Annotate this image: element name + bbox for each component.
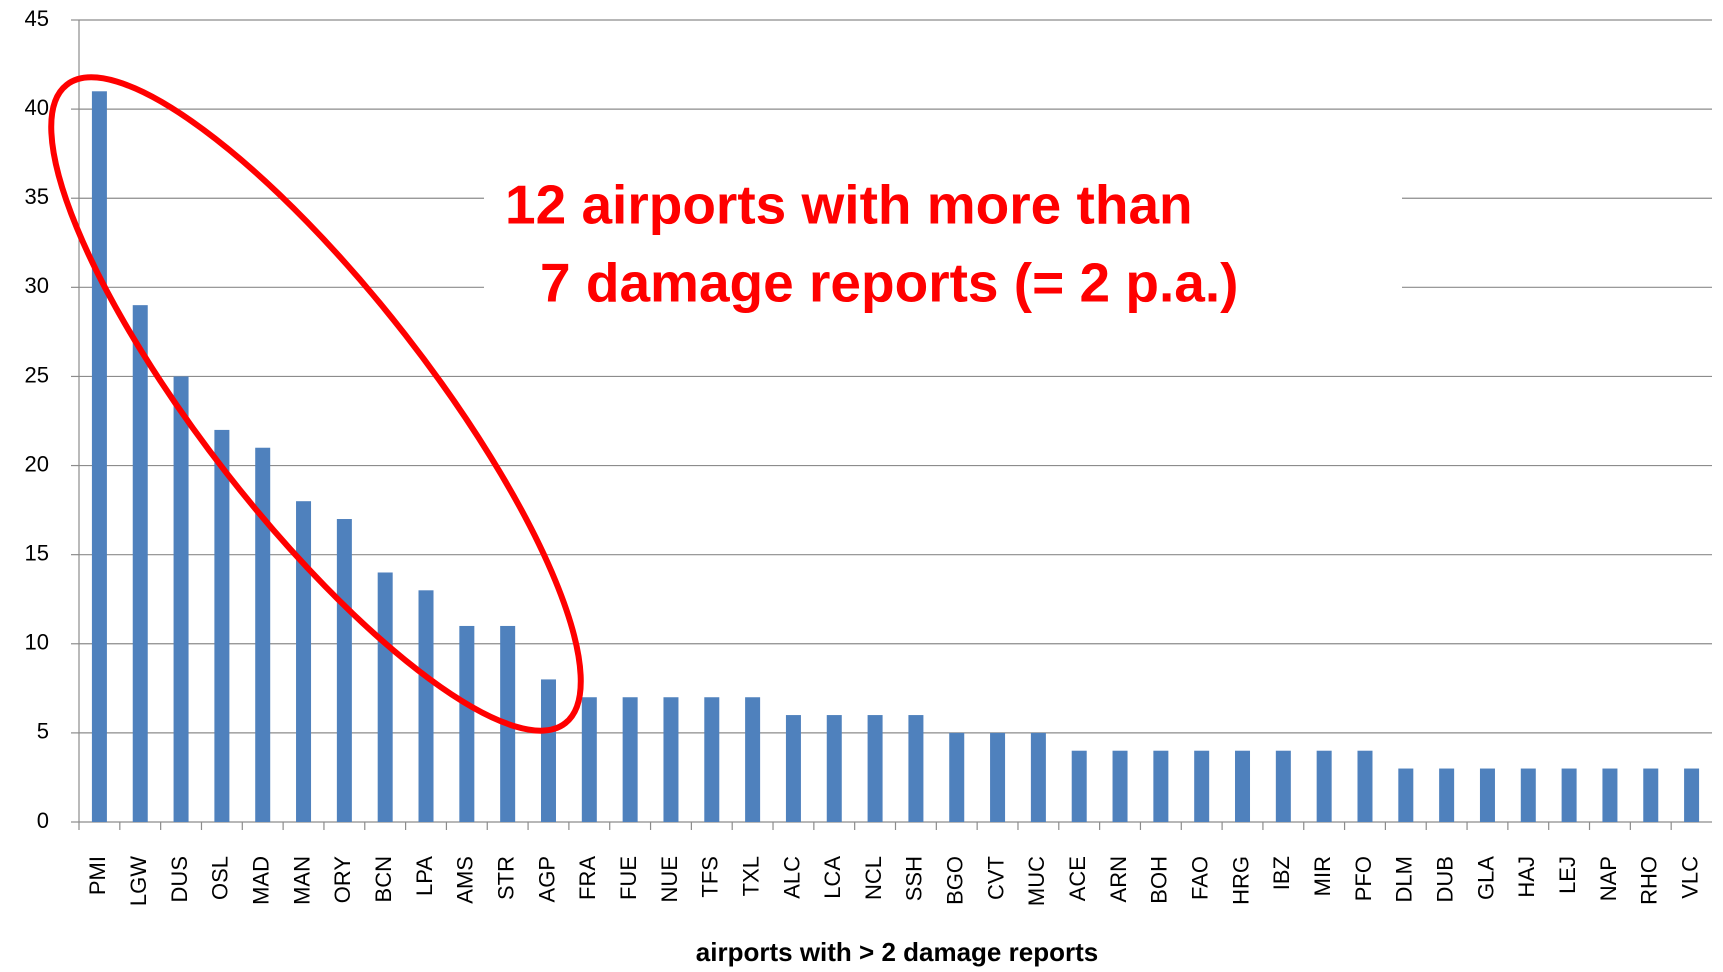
bar — [990, 732, 1006, 822]
x-tick-label: AGP — [534, 856, 559, 902]
x-tick-label: ARN — [1106, 856, 1131, 902]
x-tick-label: IBZ — [1269, 856, 1294, 890]
x-tick-label: BGO — [943, 856, 968, 905]
bar — [540, 679, 556, 822]
bar — [785, 715, 801, 822]
x-tick-label: VLC — [1677, 856, 1702, 899]
x-tick-label: ACE — [1065, 856, 1090, 901]
bar — [377, 572, 393, 822]
x-tick-label: HAJ — [1514, 856, 1539, 898]
x-tick-label: MAN — [289, 856, 314, 905]
y-tick-label: 35 — [25, 184, 49, 209]
annotation-background — [484, 165, 1402, 315]
bar — [1398, 768, 1414, 822]
x-tick-label: GLA — [1473, 856, 1498, 900]
bar — [1684, 768, 1700, 822]
grid — [71, 19, 1712, 830]
x-tick-label: FUE — [616, 856, 641, 900]
bar — [867, 715, 883, 822]
x-tick-label: CVT — [983, 856, 1008, 900]
bar — [418, 590, 434, 822]
bar — [1071, 750, 1087, 822]
x-tick-label: AMS — [453, 856, 478, 904]
bar — [336, 519, 352, 822]
x-tick-label: MAD — [249, 856, 274, 905]
x-tick-label: BOH — [1147, 856, 1172, 904]
bar — [1357, 750, 1373, 822]
y-tick-label: 40 — [25, 95, 49, 120]
bar — [1479, 768, 1495, 822]
x-axis-label: airports with > 2 damage reports — [696, 937, 1098, 967]
x-tick-label: FRA — [575, 856, 600, 900]
x-tick-label: NUE — [657, 856, 682, 902]
y-tick-label: 20 — [25, 451, 49, 476]
x-tick-label: PMI — [85, 856, 110, 895]
bar — [132, 305, 148, 823]
x-tick-label: SSH — [902, 856, 927, 901]
highlight-ellipse — [48, 74, 584, 734]
bar — [581, 697, 597, 822]
bars — [91, 91, 1700, 823]
y-tick-label: 45 — [25, 6, 49, 31]
x-tick-label: DUS — [167, 856, 192, 902]
x-tick-label: HRG — [1228, 856, 1253, 905]
x-tick-label: ORY — [330, 856, 355, 904]
bar — [1030, 732, 1046, 822]
x-tick-label: MUC — [1024, 856, 1049, 906]
x-tick-label: TXL — [738, 856, 763, 896]
x-tick-label: LGW — [126, 856, 151, 906]
x-tick-label: DUB — [1432, 856, 1457, 902]
bar — [1235, 750, 1251, 822]
y-tick-label: 30 — [25, 273, 49, 298]
bar — [459, 625, 475, 822]
bar — [949, 732, 965, 822]
bar — [255, 447, 271, 822]
annotation: 12 airports with more than — [505, 174, 1193, 236]
bar — [1561, 768, 1577, 822]
bar — [663, 697, 679, 822]
x-tick-label: FAO — [1188, 856, 1213, 900]
x-tick-label: DLM — [1392, 856, 1417, 902]
x-tick-label: LEJ — [1555, 856, 1580, 894]
y-tick-label: 10 — [25, 630, 49, 655]
x-tick-label: LPA — [412, 856, 437, 896]
x-tick-label: STR — [493, 856, 518, 900]
bar — [1439, 768, 1455, 822]
bar — [1153, 750, 1169, 822]
x-tick-label: RHO — [1637, 856, 1662, 905]
bar — [704, 697, 720, 822]
bar — [296, 501, 312, 822]
x-tick-label: TFS — [698, 856, 723, 898]
bar — [1316, 750, 1332, 822]
bar — [91, 91, 107, 823]
y-tick-label: 5 — [37, 719, 49, 744]
bar — [1520, 768, 1536, 822]
bar — [214, 429, 230, 822]
x-tick-label: OSL — [208, 856, 233, 900]
y-tick-label: 0 — [37, 808, 49, 833]
x-tick-label: BCN — [371, 856, 396, 902]
bar — [1112, 750, 1128, 822]
bar — [622, 697, 638, 822]
x-tick-label: PFO — [1351, 856, 1376, 901]
bar — [1194, 750, 1210, 822]
bar — [1643, 768, 1659, 822]
bar — [173, 376, 189, 822]
y-tick-label: 25 — [25, 362, 49, 387]
y-tick-label: 15 — [25, 540, 49, 565]
bar — [745, 697, 761, 822]
x-tick-label: ALC — [779, 856, 804, 899]
annotation: 7 damage reports (= 2 p.a.) — [540, 252, 1238, 314]
x-tick-label: MIR — [1310, 856, 1335, 896]
bar — [908, 715, 924, 822]
bar — [1275, 750, 1291, 822]
x-tick-label: NAP — [1596, 856, 1621, 901]
x-tick-label: NCL — [861, 856, 886, 900]
x-tick-label: LCA — [820, 856, 845, 899]
bar — [1602, 768, 1618, 822]
bar — [826, 715, 842, 822]
